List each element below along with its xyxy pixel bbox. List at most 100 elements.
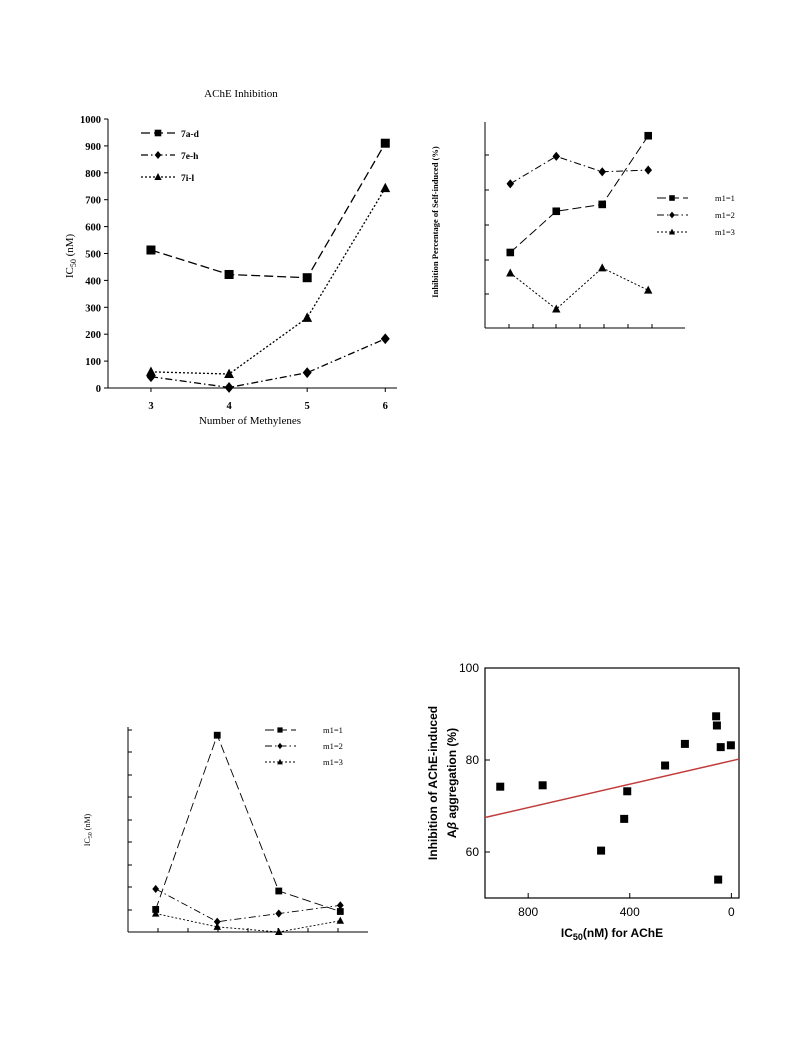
chart4-point-8 [712, 712, 721, 721]
chart1-ytick-label-5: 500 [85, 250, 101, 261]
chart4-point-10 [716, 743, 725, 752]
chart2-series-1-point-4 [644, 131, 653, 140]
chart1-ytick-label-6: 600 [85, 223, 101, 234]
chart2-ticks [485, 154, 653, 328]
chart3-series-line-2 [155, 888, 341, 923]
chart2-series-line-2 [510, 155, 649, 185]
chart2-series-1-point-1 [506, 248, 515, 257]
chart4-trendline [484, 758, 740, 819]
chart4-point-11 [726, 741, 735, 750]
chart1-xtick-label-0: 3 [148, 401, 153, 412]
chart1-series-line-1 [150, 142, 386, 279]
chart-scatter-correlation: 800 400 0 60 80 100 IC50(nM) for AChE Inhibit… [426, 661, 740, 942]
chart1-x-axis-label: Number of Methylenes [199, 415, 301, 427]
chart2-series-1-point-3 [598, 200, 607, 209]
chart4-y-axis-label: Inhibition of AChE-induced [426, 706, 440, 860]
chart2-series-2-point-1 [506, 179, 515, 189]
chart3-legend-label-3: m1=3 [323, 757, 343, 767]
chart1-legend-label-2: 7e-h [181, 152, 199, 162]
chart1-ytick-label-1: 100 [85, 357, 101, 368]
chart1-ytick-label-8: 800 [85, 169, 101, 180]
chart2-series-3-point-1 [506, 268, 515, 277]
chart3-series-1-point-2 [213, 731, 221, 739]
chart1-series-1-point-3 [302, 273, 312, 283]
chart4-point-2 [538, 781, 547, 790]
chart2-series [506, 131, 653, 313]
chart1-legend-marker-3 [154, 173, 162, 180]
chart4-y-axis-label-2: Aβ aggregation (%) [445, 728, 459, 838]
chart2-legend-label-1: m1=1 [715, 193, 735, 203]
chart4-point-7 [680, 739, 689, 748]
chart1-series-line-3 [150, 187, 386, 375]
chart2-legend: m1=1 m1=2 m1=3 [657, 193, 735, 237]
chart2-series-line-1 [509, 135, 649, 253]
chart1-ytick-label-7: 700 [85, 196, 101, 207]
chart1-xtick-label-1: 4 [226, 401, 232, 412]
chart3-series-2-point-1 [152, 884, 160, 894]
chart4-point-3 [597, 846, 606, 855]
chart4-ytick-label-1: 80 [466, 753, 480, 767]
chart4-point-5 [623, 787, 632, 796]
chart3-ticks [128, 729, 339, 932]
chart2-legend-label-3: m1=3 [715, 227, 735, 237]
chart4-point-4 [620, 814, 629, 823]
chart4-point-9 [712, 721, 721, 730]
chart1-series-3-point-3 [302, 312, 313, 322]
chart2-legend-marker-2 [669, 211, 675, 219]
chart4-ytick-label-2: 100 [459, 661, 479, 675]
chart3-series-3-point-4 [336, 916, 345, 924]
chart1-series-3-point-4 [380, 182, 391, 193]
chart1-ticks: 0 100 200 300 400 500 600 700 800 900 1000 3 4 5 6 [80, 115, 388, 412]
chart3-series-1-point-4 [336, 908, 344, 915]
chart1-series-line-2 [150, 338, 386, 389]
chart2-series-2-point-4 [644, 165, 653, 175]
chart1-series-1-point-2 [224, 269, 234, 279]
chart1-series-2-point-4 [380, 333, 390, 345]
chart2-series-1-point-2 [552, 207, 561, 216]
chart4-point-12 [714, 875, 723, 884]
chart3-legend-marker-1 [277, 727, 283, 733]
chart1-series-3-point-1 [146, 366, 156, 376]
chart3-y-axis-label: IC50 (nM) [83, 813, 94, 846]
chart3-series-3-point-2 [213, 922, 221, 930]
chart1-y-axis-label: IC50 (nM) [64, 233, 78, 278]
chart2-y-axis-label: Inhibition Percentage of Self-induced (%… [430, 146, 440, 298]
chart4-x-axis-label: IC50(nM) for AChE [561, 926, 663, 942]
chart1-xtick-label-3: 6 [383, 401, 388, 412]
chart3-series-2-point-4 [336, 901, 344, 910]
chart4-point-6 [661, 761, 670, 770]
chart3-series-1-point-1 [152, 906, 160, 913]
chart1-series-2-point-2 [224, 382, 234, 393]
chart1-legend-marker-1 [154, 129, 162, 137]
chart3-series-3-point-3 [275, 927, 283, 936]
chart-ache-inhibition: AChE Inhibition Number of Methylenes IC5… [64, 88, 397, 427]
chart1-legend-label-3: 7i-l [181, 174, 195, 184]
chart3-series-3-point-1 [151, 909, 160, 917]
chart2-series-3-point-3 [598, 263, 607, 272]
chart2-series-2-point-2 [552, 151, 561, 161]
chart3-series-1-point-3 [275, 887, 283, 895]
chart1-series-1-point-4 [380, 138, 390, 148]
chart3-series-2-point-3 [275, 909, 283, 918]
chart4-frame [484, 667, 740, 899]
chart1-ytick-label-9: 900 [85, 142, 101, 153]
chart1-legend-marker-2 [154, 151, 162, 159]
chart4-xtick-label-0: 800 [518, 905, 538, 919]
chart2-legend-marker-3 [668, 228, 676, 235]
chart3-legend: m1=1 m1=2 m1=3 [265, 725, 343, 767]
chart1-title: AChE Inhibition [204, 88, 278, 100]
chart4-xtick-label-1: 400 [620, 905, 640, 919]
chart1-xtick-label-2: 5 [305, 401, 310, 412]
chart1-ytick-label-0: 0 [96, 384, 101, 395]
chart1-ytick-label-10: 1000 [80, 115, 101, 126]
chart3-legend-marker-3 [277, 758, 283, 765]
chart3-legend-label-2: m1=2 [323, 741, 343, 751]
chart3-series [151, 731, 345, 936]
chart1-ytick-label-4: 400 [85, 276, 101, 287]
chart1-ytick-label-2: 200 [85, 330, 101, 341]
chart2-series-line-3 [509, 267, 649, 310]
chart4-points [496, 712, 735, 884]
chart4-ticks: 800 400 0 60 80 100 [459, 661, 735, 919]
chart1-legend: 7a-d 7e-h 7i-l [141, 129, 200, 184]
